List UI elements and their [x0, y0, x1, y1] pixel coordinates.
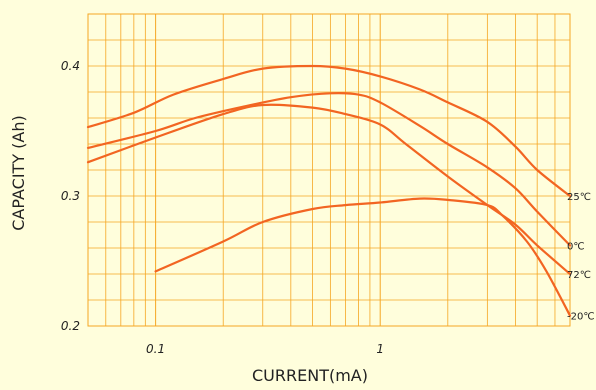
y-tick-label: 0.4 — [61, 59, 80, 73]
y-tick-label: 0.3 — [61, 189, 80, 203]
series-labels: 25℃ 0℃ 72℃ -20℃ — [567, 192, 595, 323]
grid-lines — [87, 13, 571, 327]
data-series — [86, 64, 572, 317]
series-label: -20℃ — [567, 312, 595, 323]
series-line — [86, 103, 572, 276]
x-tick-labels: 0.1 1 — [146, 342, 384, 356]
x-tick-label: 0.1 — [146, 342, 165, 356]
series-label: 72℃ — [567, 270, 591, 281]
series-label: 0℃ — [567, 241, 585, 252]
series-line — [86, 92, 572, 247]
x-axis-label: CURRENT(mA) — [252, 366, 368, 385]
series-line — [86, 64, 572, 198]
plot-frame — [87, 13, 571, 327]
series-line — [154, 197, 572, 317]
y-tick-label: 0.2 — [61, 319, 80, 333]
series-label: 25℃ — [567, 192, 591, 203]
y-tick-labels: 0.2 0.3 0.4 — [61, 59, 80, 333]
x-tick-label: 1 — [376, 342, 384, 356]
y-axis-label: CAPACITY (Ah) — [9, 115, 28, 231]
